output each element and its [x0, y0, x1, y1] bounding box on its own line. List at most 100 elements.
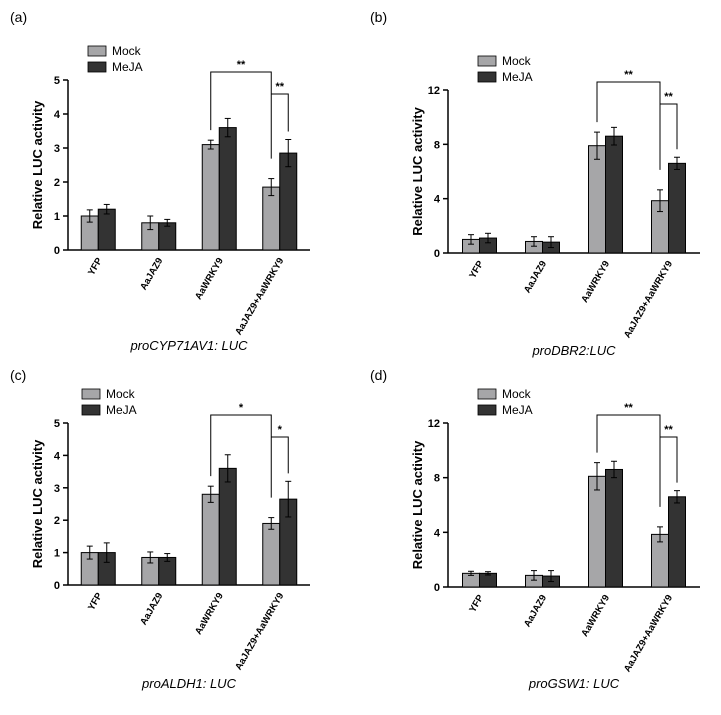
legend-swatch-mock	[81, 388, 101, 400]
legend-label-meja: MeJA	[502, 70, 533, 84]
significance-bracket-inner	[271, 436, 289, 474]
significance-bracket-inner	[271, 93, 289, 132]
bar-meja-2	[218, 127, 237, 251]
x-category-label: AaWRKY9	[193, 256, 226, 302]
y-tick-label: 2	[54, 177, 60, 189]
y-axis-label: Relative LUC activity	[410, 440, 425, 569]
x-category-label: AaJAZ9	[138, 256, 165, 292]
significance-label: *	[278, 424, 283, 436]
significance-label: *	[239, 402, 244, 414]
legend-label-mock: Mock	[502, 54, 532, 68]
significance-label: **	[275, 81, 284, 93]
chart-panel-1: (a) 0 1 2 3 4 5 Relative LUC activity YFP AaJAZ9 A…	[10, 9, 310, 353]
significance-label: **	[237, 59, 246, 71]
significance-label: **	[664, 91, 673, 103]
x-category-label: YFP	[467, 592, 486, 614]
panel-letter: (c)	[10, 367, 26, 383]
y-tick-label: 1	[54, 548, 60, 560]
chart-caption: proGSW1: LUC	[528, 676, 620, 691]
y-tick-label: 1	[54, 211, 60, 223]
chart-panel-3: (c) 0 1 2 3 4 5 Relative LUC activity YFP AaJAZ9 A…	[10, 367, 310, 691]
y-tick-label: 4	[434, 527, 441, 539]
x-category-label: AaWRKY9	[579, 593, 612, 639]
significance-bracket-outer	[596, 414, 661, 507]
legend-swatch-mock	[477, 388, 497, 400]
panel-letter: (d)	[370, 367, 387, 383]
y-tick-label: 3	[54, 483, 60, 495]
bar-meja-2	[605, 468, 623, 588]
y-axis-label: Relative LUC activity	[30, 100, 45, 229]
significance-bracket-inner	[660, 436, 678, 483]
bar-meja-2	[218, 467, 237, 586]
panel-letter: (b)	[370, 9, 387, 25]
legend-label-mock: Mock	[112, 44, 142, 58]
bar-meja-3	[668, 496, 686, 588]
legend-swatch-mock	[477, 55, 497, 67]
y-tick-label: 2	[54, 515, 60, 527]
bar-mock-3	[262, 522, 281, 586]
bar-mock-2	[201, 493, 220, 586]
significance-label: **	[624, 69, 633, 81]
y-axis-label: Relative LUC activity	[30, 439, 45, 568]
x-category-label: YFP	[86, 255, 105, 277]
y-tick-label: 5	[54, 418, 60, 430]
x-category-label: AaJAZ9+AaWRKY9	[622, 259, 675, 340]
bar-meja-3	[668, 162, 686, 254]
x-category-label: AaWRKY9	[193, 591, 226, 637]
x-category-label: AaWRKY9	[579, 259, 612, 305]
panel-letter: (a)	[10, 9, 27, 25]
legend-swatch-meja	[477, 404, 497, 416]
legend-label-mock: Mock	[106, 387, 136, 401]
legend-label-meja: MeJA	[502, 403, 533, 417]
x-category-label: AaJAZ9+AaWRKY9	[233, 256, 286, 337]
bar-mock-2	[588, 145, 606, 254]
y-tick-label: 4	[54, 450, 61, 462]
y-tick-label: 3	[54, 143, 60, 155]
significance-bracket-outer	[210, 71, 272, 159]
y-tick-label: 12	[428, 85, 440, 97]
chart-caption: proALDH1: LUC	[141, 676, 237, 691]
x-category-label: AaJAZ9	[522, 259, 549, 295]
legend-swatch-meja	[81, 404, 101, 416]
y-tick-label: 0	[434, 582, 440, 594]
significance-label: **	[664, 424, 673, 436]
legend-label-mock: Mock	[502, 387, 532, 401]
y-tick-label: 0	[54, 580, 60, 592]
y-tick-label: 4	[54, 109, 61, 121]
y-tick-label: 5	[54, 75, 60, 87]
legend-label-meja: MeJA	[112, 60, 143, 74]
x-category-label: AaJAZ9+AaWRKY9	[233, 591, 286, 672]
bar-mock-3	[262, 186, 281, 251]
y-tick-label: 0	[54, 245, 60, 257]
legend-swatch-mock	[87, 45, 107, 57]
legend-swatch-meja	[87, 61, 107, 73]
bar-meja-3	[279, 152, 298, 251]
significance-bracket-outer	[210, 414, 272, 498]
bar-mock-2	[201, 144, 220, 251]
significance-bracket-outer	[596, 81, 661, 170]
y-tick-label: 0	[434, 248, 440, 260]
x-category-label: AaJAZ9	[522, 593, 549, 629]
x-category-label: YFP	[86, 590, 105, 612]
y-axis-label: Relative LUC activity	[410, 106, 425, 235]
chart-caption: proDBR2:LUC	[531, 343, 616, 358]
x-category-label: AaJAZ9+AaWRKY9	[622, 593, 675, 674]
significance-label: **	[624, 402, 633, 414]
y-tick-label: 4	[434, 194, 441, 206]
significance-bracket-inner	[660, 103, 678, 150]
y-tick-label: 8	[434, 473, 440, 485]
chart-caption: proCYP71AV1: LUC	[129, 338, 248, 353]
bar-meja-1	[158, 222, 177, 251]
bar-meja-2	[605, 135, 623, 254]
y-tick-label: 8	[434, 139, 440, 151]
bar-mock-2	[588, 475, 606, 588]
bar-meja-0	[97, 208, 116, 251]
x-category-label: AaJAZ9	[138, 591, 165, 627]
legend-swatch-meja	[477, 71, 497, 83]
y-tick-label: 12	[428, 418, 440, 430]
legend-label-meja: MeJA	[106, 403, 137, 417]
x-category-label: YFP	[467, 258, 486, 280]
